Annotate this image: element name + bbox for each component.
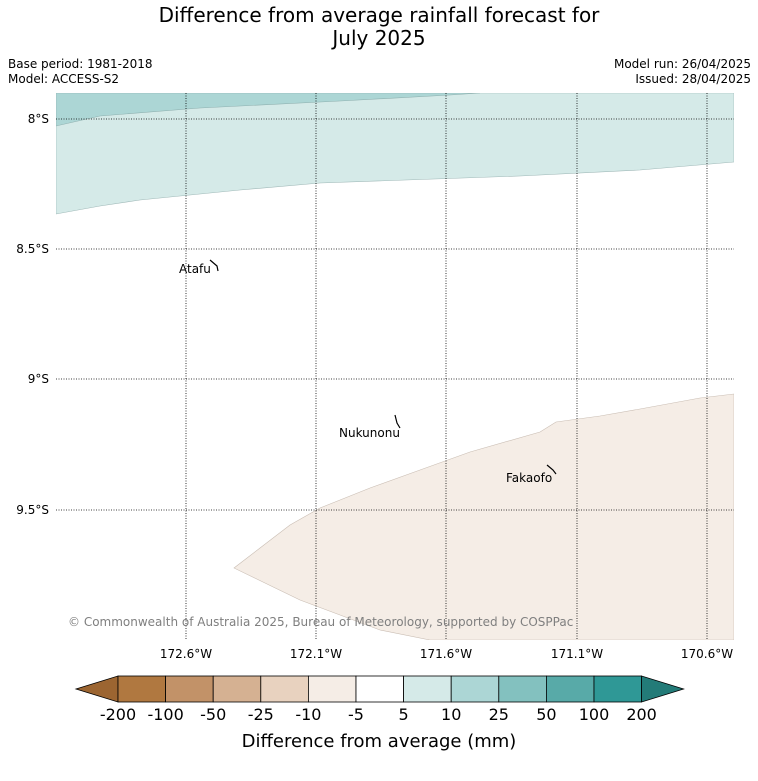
colorbar-tick-label: 50 xyxy=(536,705,556,724)
lat-label-8-5: 8.5°S xyxy=(16,242,49,256)
latitude-labels: 8°S 8.5°S 9°S 9.5°S xyxy=(16,112,49,517)
atafu-atoll xyxy=(209,259,219,272)
lon-label-172-1: 172.1°W xyxy=(290,647,342,661)
colorbar-segment xyxy=(355,675,404,703)
issued-date: Issued: 28/04/2025 xyxy=(635,72,751,86)
meta-right: Model run: 26/04/2025 Issued: 28/04/2025 xyxy=(614,57,751,87)
meta-left: Base period: 1981-2018 Model: ACCESS-S2 xyxy=(8,57,153,87)
colorbar-tick-label: -50 xyxy=(200,705,226,724)
place-label-nukunonu: Nukunonu xyxy=(339,426,400,440)
place-label-fakaofo: Fakaofo xyxy=(506,471,552,485)
colorbar-segment xyxy=(450,675,500,703)
colorbar-extend-low xyxy=(74,675,119,703)
colorbar-segment xyxy=(546,675,595,703)
colorbar-segment xyxy=(403,675,452,703)
colorbar-segment xyxy=(498,675,547,703)
lat-label-9: 9°S xyxy=(28,372,49,386)
colorbar-segment xyxy=(593,675,642,703)
copyright-notice: © Commonwealth of Australia 2025, Bureau… xyxy=(68,615,573,629)
model-run: Model run: 26/04/2025 xyxy=(613,57,751,71)
map-title: Difference from average rainfall forecas… xyxy=(0,4,758,50)
lat-label-8: 8°S xyxy=(28,112,49,126)
colorbar-segment xyxy=(260,675,309,703)
lon-label-171-1: 171.1°W xyxy=(551,647,603,661)
model-name: Model: ACCESS-S2 xyxy=(8,72,120,86)
colorbar-segment xyxy=(117,675,166,703)
lat-label-9-5: 9.5°S xyxy=(16,503,49,517)
colorbar-tick-label: -5 xyxy=(348,705,364,724)
colorbar: -200 -100 -50 -25 -10 -5 5 10 25 50 100 200 xyxy=(74,675,685,724)
title-line-2: July 2025 xyxy=(332,26,426,50)
graticule xyxy=(56,93,734,640)
title-line-1: Difference from average rainfall forecas… xyxy=(158,3,600,27)
wetter-shading-medium xyxy=(56,93,481,127)
place-label-atafu: Atafu xyxy=(179,262,211,276)
colorbar-segment xyxy=(212,675,262,703)
lon-label-170-6: 170.6°W xyxy=(681,647,733,661)
lon-label-171-6: 171.6°W xyxy=(420,647,472,661)
lon-label-172-6: 172.6°W xyxy=(160,647,212,661)
colorbar-tick-label: 100 xyxy=(579,705,610,724)
place-labels: Atafu Nukunonu Fakaofo xyxy=(179,262,552,485)
longitude-labels: 172.6°W 172.1°W 171.6°W 171.1°W 170.6°W xyxy=(160,647,733,661)
colorbar-segment xyxy=(165,675,214,703)
colorbar-tick-label: -100 xyxy=(147,705,183,724)
wetter-shading-light xyxy=(56,93,734,215)
colorbar-tick-label: -25 xyxy=(248,705,274,724)
drier-shading xyxy=(233,393,734,640)
nukunonu-atoll xyxy=(394,414,401,429)
colorbar-tick-label: 25 xyxy=(489,705,509,724)
base-period: Base period: 1981-2018 xyxy=(8,57,153,71)
colorbar-extend-high xyxy=(641,675,685,703)
colorbar-tick-label: 10 xyxy=(441,705,461,724)
fakaofo-atoll xyxy=(546,464,557,475)
colorbar-tick-label: 5 xyxy=(399,705,409,724)
atolls xyxy=(209,259,557,475)
colorbar-segment xyxy=(307,675,357,703)
colorbar-tick-label: -10 xyxy=(295,705,321,724)
colorbar-label: Difference from average (mm) xyxy=(242,731,517,752)
map-area: Atafu Nukunonu Fakaofo © Commonwealth of… xyxy=(56,93,734,640)
colorbar-tick-label: 200 xyxy=(626,705,657,724)
colorbar-tick-label: -200 xyxy=(100,705,136,724)
